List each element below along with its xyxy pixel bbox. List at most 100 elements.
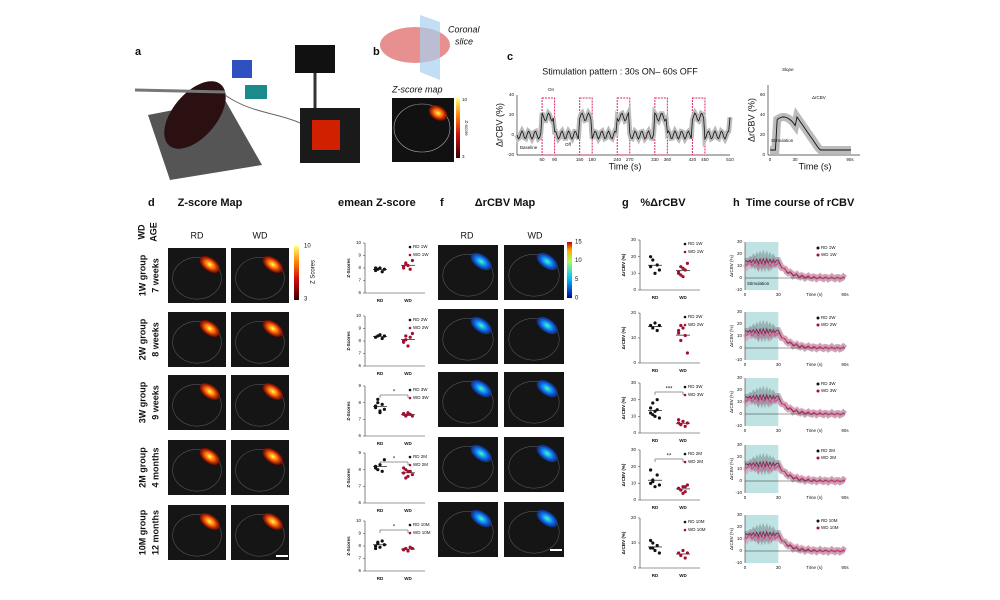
wd-dot [681,275,685,279]
label: f [440,197,444,209]
label: 10 [631,335,637,340]
label: RD 2W [821,315,836,320]
rd-dot [374,404,378,408]
scan-outline [235,514,285,557]
rd-dot [651,326,655,330]
label: RD 1W [821,245,836,250]
label: 20 [509,112,515,117]
label: 20 [631,515,637,520]
label: 3W group [137,381,147,423]
label: a [135,46,142,58]
label: Stimulation pattern : 30s ON– 60s OFF [542,66,698,76]
label: ΔrCBV (%) [621,396,626,419]
wd-dot [410,258,414,263]
wd-dot [402,340,406,344]
label: WD [404,508,412,513]
scan-image [438,372,498,427]
rd-dot [655,473,659,477]
wd-dot [679,423,683,427]
label: ** [667,454,672,460]
label: 10 [631,414,637,419]
wd-dot [679,488,683,492]
label: WD 2M [821,455,836,460]
scan-outline [172,384,222,427]
label: WD [528,230,543,240]
label: -10 [735,357,742,362]
legend-dot [816,456,820,460]
scan-outline [442,511,494,554]
label: -10 [735,560,742,565]
label: 0 [633,287,636,292]
label: RD [652,438,659,443]
label: Z-Scores [346,401,351,421]
label: Time course of rCBV [746,197,855,209]
rd-dot [382,543,386,547]
label: 0 [744,495,747,500]
label: 360 [664,157,672,162]
rd-dot [374,544,378,548]
label: 10 [356,518,362,523]
label: 0 [739,345,742,350]
wd-dot [681,266,685,270]
label: RD 3W [413,387,428,392]
label: slice [455,36,473,46]
wd-dot [683,424,687,428]
wd-dot [683,485,687,489]
wd-dot [681,485,685,489]
label: 0 [762,152,765,157]
setup-illustration [134,45,360,180]
label: WD 1W [688,249,704,254]
label: 0 [739,478,742,483]
activation [536,252,558,271]
label: 10 [631,271,637,276]
wd-dot [408,469,412,473]
rd-dot [657,551,662,555]
label: 30 [776,428,782,433]
label: 8 [358,467,361,472]
label: 8 weeks [150,322,160,357]
legend-dot [816,526,820,530]
label: 10 [737,263,743,268]
label: 450 [701,157,709,162]
label: %ΔrCBV [640,197,686,209]
scan-outline [508,254,560,297]
legend-dot [683,520,687,524]
legend-dot [408,388,412,392]
rd-dot [657,268,662,272]
stim-shade [745,378,779,426]
rd-dot [651,480,655,484]
rd-dot [657,323,662,328]
activation [470,379,492,398]
label: 10 [631,540,637,545]
legend-dot [816,449,820,453]
label: 7 [358,556,361,561]
wd-dot [402,548,406,552]
rd-dot [651,546,655,550]
wd-dot [685,261,690,265]
trace [516,111,731,141]
label: WD [136,224,146,239]
sig-bracket [654,458,684,462]
legend-dot [408,253,412,257]
rd-dot [653,409,657,413]
label: WD 2M [413,462,428,467]
label: g [622,197,629,209]
label: Baseline [520,145,538,150]
rd-dot [657,416,662,420]
activation [199,512,220,531]
wd-dot [406,469,410,473]
label: mean Z-score [344,197,416,209]
rd-dot [649,538,653,543]
label: 0 [739,275,742,280]
rd-dot [376,468,380,472]
wd-dot [677,551,681,555]
label: WD 3W [413,395,429,400]
rd-dot [382,267,386,271]
label: 0 [739,548,742,553]
label: 60 [760,92,766,97]
wd-dot [685,551,690,555]
label: 30 [631,237,637,242]
label: 9 [358,326,361,331]
label: -10 [735,490,742,495]
